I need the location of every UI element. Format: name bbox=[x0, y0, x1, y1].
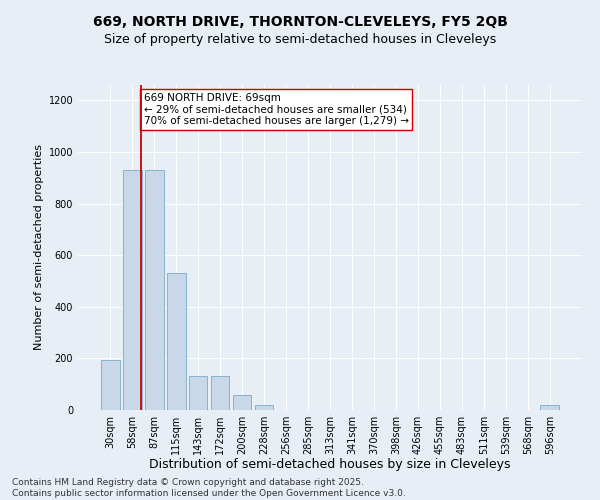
Text: 669, NORTH DRIVE, THORNTON-CLEVELEYS, FY5 2QB: 669, NORTH DRIVE, THORNTON-CLEVELEYS, FY… bbox=[92, 15, 508, 29]
Y-axis label: Number of semi-detached properties: Number of semi-detached properties bbox=[34, 144, 44, 350]
X-axis label: Distribution of semi-detached houses by size in Cleveleys: Distribution of semi-detached houses by … bbox=[149, 458, 511, 471]
Text: 669 NORTH DRIVE: 69sqm
← 29% of semi-detached houses are smaller (534)
70% of se: 669 NORTH DRIVE: 69sqm ← 29% of semi-det… bbox=[143, 93, 409, 126]
Text: Contains HM Land Registry data © Crown copyright and database right 2025.
Contai: Contains HM Land Registry data © Crown c… bbox=[12, 478, 406, 498]
Bar bbox=[233, 394, 251, 410]
Bar bbox=[101, 360, 119, 410]
Bar bbox=[211, 376, 229, 410]
Text: Size of property relative to semi-detached houses in Cleveleys: Size of property relative to semi-detach… bbox=[104, 32, 496, 46]
Bar bbox=[541, 406, 559, 410]
Bar bbox=[189, 376, 208, 410]
Bar bbox=[123, 170, 142, 410]
Bar bbox=[255, 405, 274, 410]
Bar bbox=[167, 274, 185, 410]
Bar bbox=[145, 170, 164, 410]
